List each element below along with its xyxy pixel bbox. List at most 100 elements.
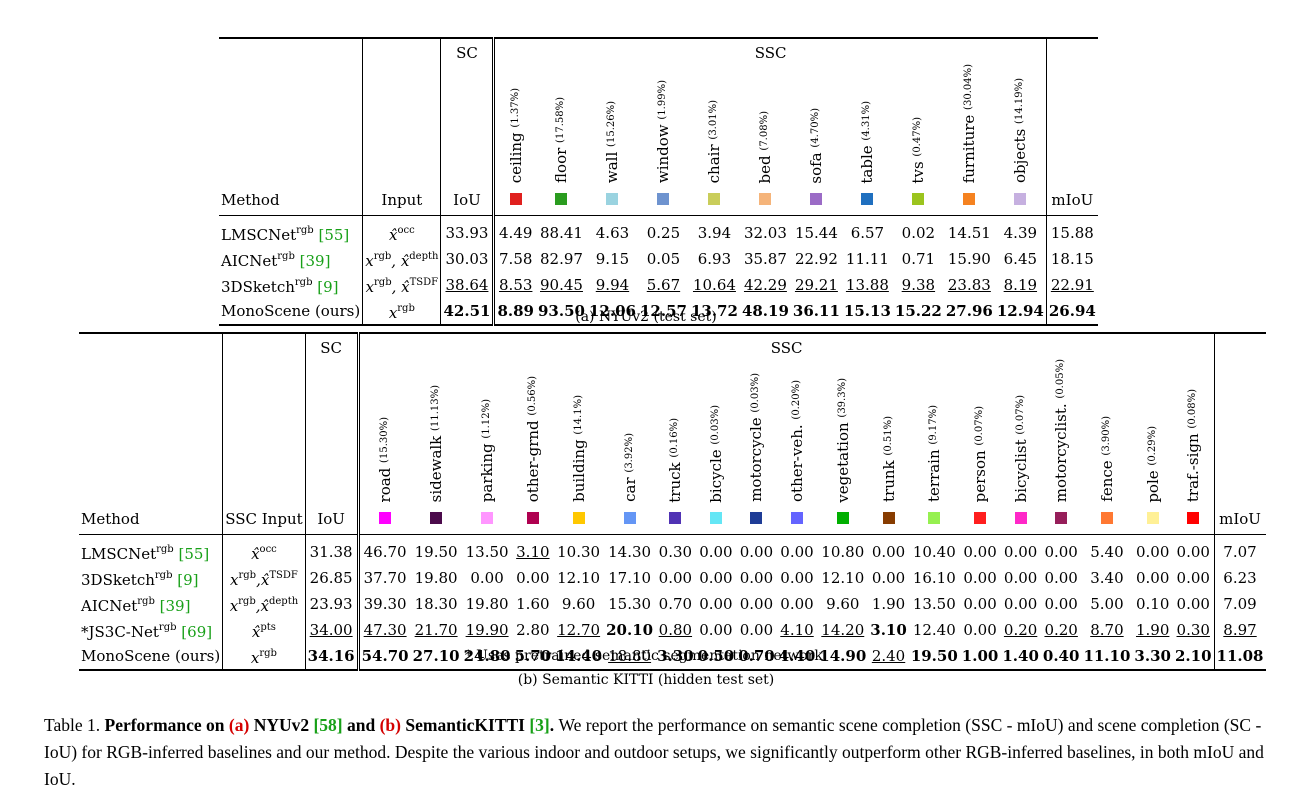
caption-bold-3: SemanticKITTI <box>405 715 525 735</box>
nyu-input-sup: occ <box>397 225 415 237</box>
kitti-class-value: 13.50 <box>461 534 513 566</box>
kitti-class-fence: fence (3.90%) <box>1081 359 1132 535</box>
kitti-class-value: 19.90 <box>465 620 509 639</box>
kitti-class-swatch <box>974 512 987 525</box>
nyu-iou-value: 42.51 <box>440 298 494 327</box>
kitti-class-motorcycle: motorcycle (0.03%) <box>736 359 777 535</box>
kitti-class-terrain: terrain (9.17%) <box>909 359 960 535</box>
kitti-miou-header: mIoU <box>1213 359 1266 535</box>
kitti-table-row: MonoScene (ours) xrgb 34.16 54.70 27.10 24.80… <box>79 643 1266 672</box>
nyu-class-label: floor (17.58%) <box>552 97 570 183</box>
kitti-class-name: terrain <box>925 449 944 503</box>
kitti-class-swatch <box>481 512 494 525</box>
kitti-class-value: 1.90 <box>871 594 906 613</box>
nyu-table-row: 3DSketchrgb [9] xrgb, x̂TSDF 38.64 8.53 90.4… <box>219 272 1098 299</box>
kitti-class-value: 0.00 <box>1044 568 1078 587</box>
nyu-class-value: 11.11 <box>845 249 889 268</box>
kitti-class-value: 24.80 <box>461 643 513 672</box>
nyu-table-row: LMSCNetrgb [55] x̂occ 33.93 4.49 88.41 4.63 0.… <box>219 215 1098 247</box>
nyu-class-value: 42.29 <box>743 275 787 294</box>
nyu-class-table: table (4.31%) <box>842 64 893 216</box>
nyu-input-sup2: TSDF <box>409 277 439 289</box>
kitti-class-value: 0.00 <box>963 568 997 587</box>
kitti-class-swatch <box>791 512 803 525</box>
nyu-class-value: 27.96 <box>943 298 995 327</box>
kitti-class-value: 16.10 <box>912 568 956 587</box>
kitti-class-value: 0.00 <box>516 568 550 587</box>
kitti-class-pct: (0.07%) <box>974 405 986 446</box>
kitti-class-name: building <box>569 439 588 503</box>
nyu-method-name: AICNet <box>221 252 278 271</box>
kitti-method-cite[interactable]: [9] <box>177 571 199 590</box>
kitti-class-name: bicyclist <box>1011 439 1030 503</box>
nyu-method-cite[interactable]: [9] <box>317 278 339 297</box>
kitti-class-swatch <box>1146 512 1159 525</box>
nyu-class-value: 15.13 <box>841 298 893 327</box>
kitti-class-value: 0.00 <box>699 594 733 613</box>
nyu-class-swatch <box>657 193 670 206</box>
nyu-class-label: objects (14.19%) <box>1011 78 1029 183</box>
kitti-class-sidewalk: sidewalk (11.13%) <box>411 359 462 535</box>
kitti-class-value: 2.80 <box>516 620 550 639</box>
kitti-input-cell: x̂pts <box>222 617 306 644</box>
nyu-miou-value: 15.88 <box>1045 215 1098 247</box>
nyu-class-label: furniture (30.04%) <box>960 64 978 183</box>
nyu-class-furniture: furniture (30.04%) <box>944 64 995 216</box>
nyu-class-name: window <box>654 124 673 184</box>
kitti-class-name: motorcycle <box>747 417 766 503</box>
kitti-class-value: 4.10 <box>780 620 814 639</box>
nyu-class-value: 15.44 <box>790 215 842 247</box>
kitti-class-value: 3.10 <box>512 534 554 566</box>
kitti-class-label: parking (1.12%) <box>478 399 496 502</box>
kitti-class-value: 0.30 <box>655 534 696 566</box>
nyu-class-value: 0.05 <box>646 249 681 268</box>
kitti-class-pct: (9.17%) <box>928 405 940 445</box>
kitti-class-label: truck (0.16%) <box>666 418 684 503</box>
nyu-method-cite[interactable]: [39] <box>299 252 331 271</box>
nyu-class-ceiling: ceiling (1.37%) <box>492 64 536 216</box>
kitti-class-trunk: trunk (0.51%) <box>868 359 909 535</box>
kitti-miou-value: 11.08 <box>1213 643 1266 672</box>
caption-cite-2[interactable]: [3] <box>529 715 550 735</box>
kitti-iou-value: 34.16 <box>304 643 359 672</box>
kitti-footnote: * Uses pretrained semantic segmentation … <box>464 648 828 664</box>
kitti-class-name: bicycle <box>706 448 725 503</box>
kitti-class-bicycle: bicycle (0.03%) <box>696 359 737 535</box>
kitti-class-value: 14.40 <box>553 643 605 672</box>
nyu-input-cell: x̂occ <box>362 215 441 247</box>
kitti-class-pct: (0.20%) <box>791 380 802 420</box>
nyu-class-pct: (14.19%) <box>1014 78 1026 125</box>
caption-b: (b) <box>379 715 401 735</box>
kitti-class-value: 0.30 <box>1176 620 1210 639</box>
nyu-method-cite[interactable]: [55] <box>318 226 350 245</box>
nyu-class-value: 48.19 <box>739 298 791 327</box>
kitti-method-cite[interactable]: [69] <box>181 623 213 642</box>
caption-cite-1[interactable]: [58] <box>313 715 343 735</box>
kitti-class-value: 0.00 <box>658 568 693 587</box>
nyu-class-name: bed <box>756 155 775 184</box>
kitti-class-swatch <box>836 512 849 525</box>
kitti-class-label: person (0.07%) <box>971 405 989 502</box>
nyu-input-var: x <box>388 304 398 323</box>
kitti-method-name: 3DSketch <box>81 571 155 590</box>
kitti-class-other-veh-: other-veh. (0.20%) <box>777 359 818 535</box>
kitti-method-cite[interactable]: [55] <box>178 545 210 564</box>
nyu-class-value: 29.21 <box>794 275 838 294</box>
kitti-class-pct: (3.90%) <box>1100 416 1112 457</box>
kitti-class-road: road (15.30%) <box>356 359 411 535</box>
nyu-class-value: 7.58 <box>492 246 536 273</box>
nyu-blank <box>362 37 441 64</box>
kitti-class-swatch <box>1014 512 1027 525</box>
kitti-ssc-header: SSC <box>356 332 1215 359</box>
nyu-miou-value: 26.94 <box>1045 298 1098 327</box>
kitti-method-cite[interactable]: [39] <box>159 597 191 616</box>
kitti-class-value: 37.70 <box>356 565 411 592</box>
kitti-class-value: 0.00 <box>871 568 906 587</box>
kitti-input-var: x̂ <box>251 623 261 642</box>
kitti-input-var2: ,x̂ <box>256 571 270 590</box>
kitti-method-sup: rgb <box>156 544 174 556</box>
nyu-input-var: x <box>365 278 375 297</box>
nyu-class-swatch <box>912 193 925 206</box>
nyu-method-sup: rgb <box>294 277 313 289</box>
kitti-class-value: 12.10 <box>821 568 865 587</box>
